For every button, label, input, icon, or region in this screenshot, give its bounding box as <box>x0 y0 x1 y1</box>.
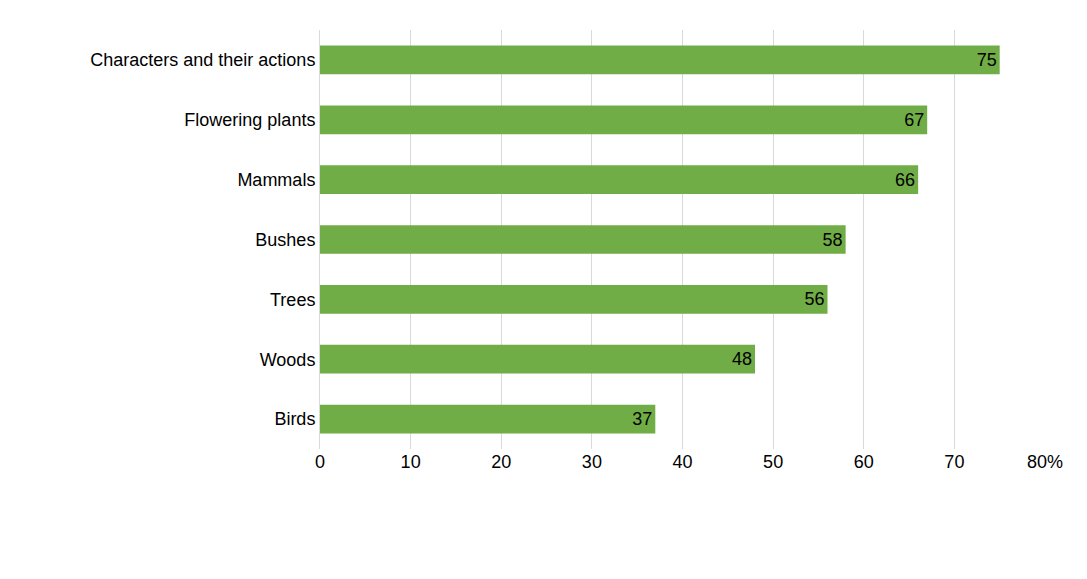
svg-text:67: 67 <box>904 110 924 130</box>
svg-text:Characters and their actions: Characters and their actions <box>90 50 315 70</box>
svg-text:Birds: Birds <box>274 409 315 429</box>
svg-text:Woods: Woods <box>260 350 316 370</box>
svg-text:Flowering plants: Flowering plants <box>184 110 315 130</box>
svg-text:75: 75 <box>977 50 997 70</box>
svg-text:20: 20 <box>491 452 511 472</box>
svg-text:0: 0 <box>315 452 325 472</box>
svg-text:56: 56 <box>804 289 824 309</box>
svg-text:60: 60 <box>854 452 874 472</box>
svg-text:40: 40 <box>672 452 692 472</box>
svg-text:70: 70 <box>944 452 964 472</box>
svg-text:30: 30 <box>582 452 602 472</box>
svg-text:80%: 80% <box>1027 452 1063 472</box>
svg-text:Mammals: Mammals <box>237 170 315 190</box>
svg-text:Trees: Trees <box>270 290 315 310</box>
svg-text:Bushes: Bushes <box>255 230 315 250</box>
svg-text:10: 10 <box>401 452 421 472</box>
svg-text:48: 48 <box>732 349 752 369</box>
svg-text:66: 66 <box>895 170 915 190</box>
svg-text:50: 50 <box>763 452 783 472</box>
svg-text:37: 37 <box>632 409 652 429</box>
svg-text:58: 58 <box>823 230 843 250</box>
